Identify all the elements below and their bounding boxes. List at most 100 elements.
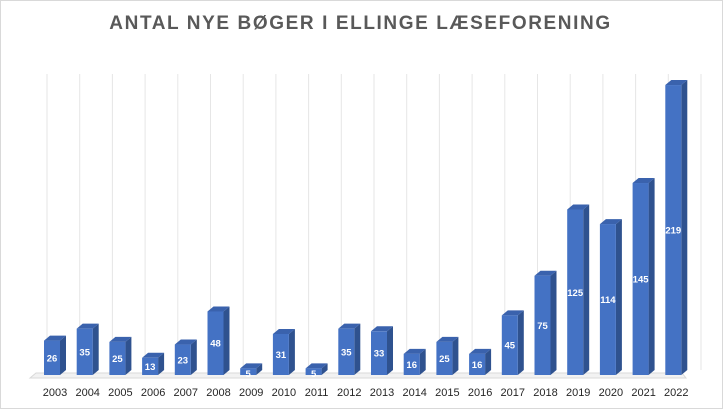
- data-label: 125: [567, 288, 584, 299]
- bar-side: [125, 336, 132, 375]
- x-tick-label: 2022: [664, 387, 688, 399]
- bar-2021: 145: [632, 178, 655, 375]
- bar-side: [223, 306, 230, 375]
- bar-side: [321, 363, 328, 375]
- bars: 26 35 25 13 23 48 5 31 5 35 33 16 25 16 45 75 125 114 145 2…: [44, 80, 688, 380]
- bar-front: [207, 311, 224, 375]
- bar-2012: 35: [338, 323, 361, 375]
- bar-front: [76, 328, 93, 375]
- x-tick-label: 2009: [239, 387, 263, 399]
- bar-front: [665, 85, 682, 375]
- bar-top: [599, 219, 622, 225]
- bar-side: [419, 348, 426, 375]
- chart-title: ANTAL NYE BØGER I ELLINGE LÆSEFORENING: [109, 13, 612, 34]
- bar-side: [517, 310, 524, 375]
- bar-front: [403, 353, 420, 375]
- bar-2009: 5: [240, 363, 263, 380]
- data-label: 145: [633, 275, 650, 286]
- x-tick-label: 2007: [174, 387, 198, 399]
- data-label: 13: [145, 362, 156, 373]
- bar-top: [436, 336, 459, 342]
- bar-top: [76, 323, 99, 329]
- x-axis-tick-labels: 2003 2004 2005 2006 2007 2008 2009 2010 2011 2012…: [43, 387, 689, 399]
- bar-top: [305, 363, 328, 369]
- bar-front: [44, 340, 60, 375]
- x-tick-label: 2004: [75, 387, 99, 399]
- bar-top: [371, 326, 393, 332]
- bar-front: [272, 333, 289, 375]
- data-label: 5: [246, 369, 252, 380]
- bar-top: [44, 335, 66, 341]
- floor-plane: [28, 372, 688, 379]
- bar-2004: 35: [76, 323, 99, 375]
- data-label: 23: [178, 355, 189, 366]
- data-label: 33: [374, 349, 385, 360]
- bar-2007: 23: [174, 339, 197, 375]
- bar-2010: 31: [272, 328, 295, 375]
- bar-front: [305, 368, 322, 375]
- bar-top: [632, 178, 655, 184]
- x-tick-label: 2014: [402, 387, 426, 399]
- bar-2017: 45: [501, 310, 524, 375]
- bar-front: [632, 183, 649, 375]
- bar-top: [109, 336, 132, 342]
- bar-front: [501, 315, 518, 375]
- data-label: 25: [439, 354, 450, 365]
- x-tick-label: 2017: [501, 387, 525, 399]
- bar-side: [583, 204, 590, 375]
- bar-front: [338, 328, 355, 375]
- bar-top: [142, 352, 165, 358]
- bar-side: [288, 328, 295, 375]
- data-label: 16: [406, 360, 417, 371]
- x-tick-label: 2013: [370, 387, 394, 399]
- x-tick-label: 2020: [599, 387, 623, 399]
- data-label: 114: [600, 295, 616, 306]
- bar-side: [158, 352, 165, 375]
- x-tick-label: 2021: [631, 387, 655, 399]
- bar-top: [403, 348, 426, 354]
- bar-top: [174, 339, 197, 345]
- bar-top: [501, 310, 524, 316]
- x-tick-label: 2010: [272, 387, 296, 399]
- data-label: 5: [311, 369, 317, 380]
- bar-side: [92, 323, 99, 375]
- bar-top: [272, 328, 295, 334]
- bar-2005: 25: [109, 336, 132, 375]
- bar-front: [567, 209, 584, 375]
- bar-2014: 16: [403, 348, 426, 375]
- bar-side: [354, 323, 361, 375]
- bar-2022: 219: [665, 80, 688, 375]
- bar-top: [665, 80, 688, 86]
- bar-top: [534, 270, 557, 276]
- bar-2003: 26: [44, 335, 66, 375]
- bar-front: [436, 341, 453, 375]
- bar-front: [174, 344, 191, 375]
- bar-top: [469, 348, 492, 354]
- x-tick-label: 2018: [533, 387, 557, 399]
- data-label: 35: [79, 347, 90, 358]
- bar-side: [60, 335, 66, 375]
- bar-side: [452, 336, 459, 375]
- bar-2015: 25: [436, 336, 459, 375]
- bar-top: [567, 204, 590, 210]
- data-label: 25: [112, 354, 123, 365]
- bar-side: [681, 80, 688, 375]
- x-tick-label: 2016: [468, 387, 492, 399]
- chart-floor: [28, 372, 688, 379]
- x-tick-label: 2011: [305, 387, 329, 399]
- bar-2016: 16: [469, 348, 492, 375]
- x-tick-label: 2019: [566, 387, 590, 399]
- bar-front: [109, 341, 126, 375]
- data-label: 75: [537, 321, 548, 332]
- bar-side: [485, 348, 492, 375]
- data-label: 48: [210, 339, 221, 350]
- bar-front: [534, 275, 551, 375]
- bar-2020: 114: [599, 219, 622, 375]
- data-label: 26: [47, 353, 58, 364]
- bar-top: [207, 306, 230, 312]
- bar-side: [550, 270, 557, 375]
- bar-2008: 48: [207, 306, 230, 375]
- bar-2011: 5: [305, 363, 328, 380]
- data-label: 35: [341, 347, 352, 358]
